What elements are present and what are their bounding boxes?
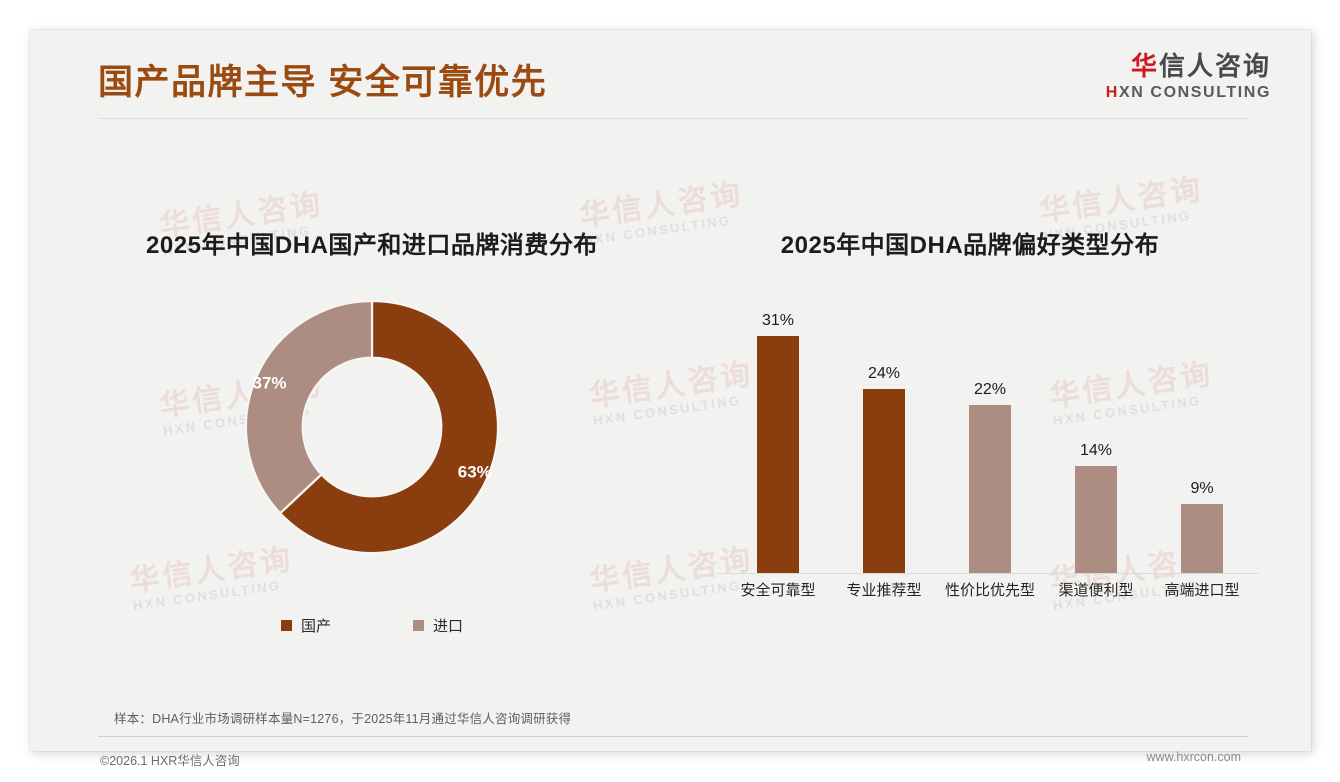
donut-slice-value: 63% bbox=[458, 462, 492, 481]
donut-chart-panel: 2025年中国DHA国产和进口品牌消费分布 63% 37% 国产 进口 bbox=[92, 225, 652, 655]
bar-value-label: 14% bbox=[1079, 441, 1113, 459]
donut-svg: 63% 37% bbox=[244, 299, 500, 555]
donut-slice-value: 37% bbox=[253, 374, 287, 393]
slide-canvas: 华信人咨询 HXN CONSULTING 华信人咨询 HXN CONSULTIN… bbox=[30, 30, 1311, 768]
watermark-cn: 华信人咨询 bbox=[1037, 172, 1206, 229]
bar-category-label: 高端进口型 bbox=[1164, 582, 1240, 599]
bar-rect[interactable] bbox=[1181, 504, 1223, 573]
bar-value-label: 24% bbox=[867, 365, 901, 383]
bar-value-label: 22% bbox=[973, 380, 1007, 398]
bar-chart-axis-line bbox=[718, 573, 1258, 574]
bar-column[interactable]: 9% bbox=[1152, 285, 1252, 573]
bar-column[interactable]: 24% bbox=[834, 285, 934, 573]
bar-value-label: 9% bbox=[1190, 480, 1214, 498]
bar-chart-category-labels: 安全可靠型 专业推荐型 性价比优先型 渠道便利型 高端进口型 bbox=[725, 579, 1255, 605]
bar-category-label: 渠道便利型 bbox=[1058, 582, 1134, 599]
donut-slice[interactable] bbox=[244, 299, 374, 515]
legend-swatch bbox=[280, 620, 292, 631]
donut-value-labels: 63% 37% bbox=[253, 374, 492, 482]
legend-item[interactable]: 进口 bbox=[413, 615, 463, 636]
bar-category-label: 性价比优先型 bbox=[944, 582, 1035, 599]
donut-chart: 63% 37% bbox=[242, 297, 502, 557]
bar-chart-plot-area: 31% 24% 22% 14% 9% bbox=[725, 285, 1255, 573]
bar-category-label: 安全可靠型 bbox=[740, 582, 816, 599]
footer-copyright: ©2026.1 HXR华信人咨询 bbox=[100, 754, 240, 768]
bar-value-label: 31% bbox=[761, 311, 795, 329]
logo-chars-rest: 信人咨询 bbox=[1158, 51, 1271, 81]
bar-column[interactable]: 31% bbox=[728, 285, 828, 573]
sample-footnote: 样本：DHA行业市场调研样本量N=1276，于2025年11月通过华信人咨询调研… bbox=[114, 712, 572, 726]
donut-legend: 国产 进口 bbox=[92, 615, 652, 636]
bar-chart-title: 2025年中国DHA品牌偏好类型分布 bbox=[780, 232, 1160, 259]
legend-label: 国产 bbox=[300, 618, 331, 635]
bar-rect[interactable] bbox=[1075, 465, 1117, 573]
logo-english-name: HXN CONSULTING bbox=[1106, 84, 1271, 102]
bar-rect[interactable] bbox=[757, 335, 799, 573]
logo-chinese-name: 华信人咨询 bbox=[1106, 52, 1271, 81]
page-title: 国产品牌主导 安全可靠优先 bbox=[98, 63, 548, 102]
bar-column[interactable]: 22% bbox=[940, 285, 1040, 573]
bar-rect[interactable] bbox=[969, 404, 1011, 573]
legend-item[interactable]: 国产 bbox=[280, 615, 331, 636]
bar-column[interactable]: 14% bbox=[1046, 285, 1146, 573]
logo-letters-rest: XN CONSULTING bbox=[1118, 83, 1271, 101]
bar-chart-panel: 2025年中国DHA品牌偏好类型分布 31% 24% 22% 14% 9% 安全可靠型 专… bbox=[670, 225, 1270, 625]
logo-letter-h: H bbox=[1105, 83, 1119, 101]
donut-slice[interactable] bbox=[278, 299, 500, 555]
donut-slices bbox=[244, 299, 500, 555]
bar-category-label: 专业推荐型 bbox=[846, 582, 922, 599]
donut-chart-title: 2025年中国DHA国产和进口品牌消费分布 bbox=[146, 232, 598, 259]
footer-website[interactable]: www.hxrcon.com bbox=[1146, 750, 1241, 764]
bar-rect[interactable] bbox=[863, 389, 905, 573]
slide-header: 国产品牌主导 安全可靠优先 华信人咨询 HXN CONSULTING bbox=[30, 30, 1311, 126]
slide-footer: ©2026.1 HXR华信人咨询 www.hxrcon.com bbox=[30, 746, 1311, 782]
brand-logo: 华信人咨询 HXN CONSULTING bbox=[1106, 52, 1271, 102]
logo-char-hua: 华 bbox=[1130, 51, 1159, 81]
footer-divider bbox=[98, 736, 1248, 737]
legend-swatch bbox=[413, 620, 424, 631]
title-divider bbox=[98, 118, 1248, 119]
legend-label: 进口 bbox=[433, 618, 464, 635]
